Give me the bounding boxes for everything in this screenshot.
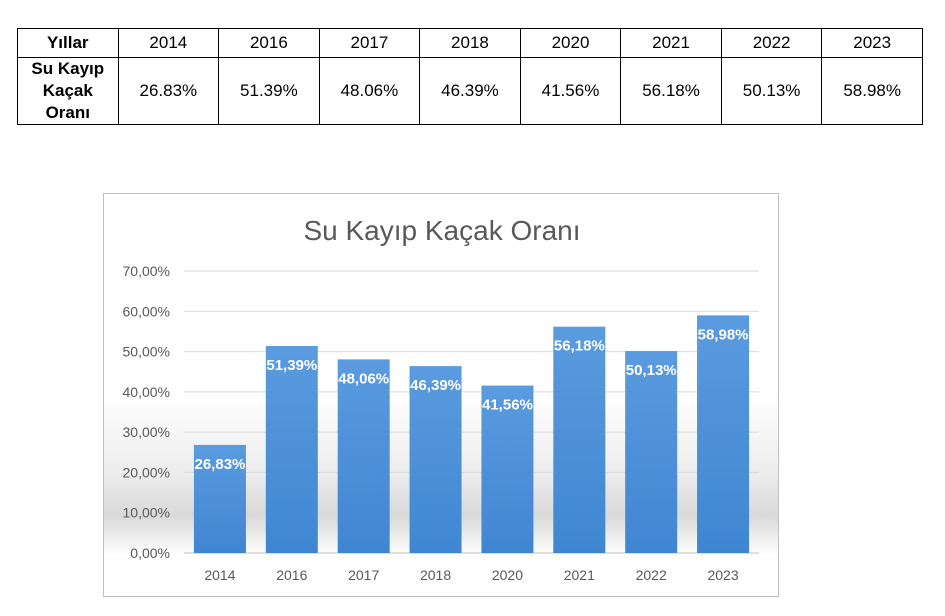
y-tick-label: 50,00% [123,344,170,360]
value-cell: 58.98% [821,57,923,125]
value-cell: 26.83% [117,57,220,125]
y-tick-label: 10,00% [123,505,170,521]
row-label-cell: Su Kayıp Kaçak Oranı [17,57,119,125]
table-header-row: Yıllar 2014 2016 2017 2018 2020 2021 202… [17,28,923,58]
bar [337,359,390,553]
chart-frame: Su Kayıp Kaçak Oranı 0,00% 10,00% 20,00% 30… [103,193,779,597]
x-tick-label: 2020 [492,567,523,583]
data-label: 58,98% [698,326,749,343]
bar [265,345,318,553]
bar [193,444,246,553]
x-tick-label: 2018 [420,567,451,583]
value-cell: 46.39% [419,57,521,125]
x-tick-label: 2022 [636,567,667,583]
chart-title: Su Kayıp Kaçak Oranı [303,215,580,246]
bar [625,351,678,553]
y-tick-label: 40,00% [123,384,170,400]
year-cell: 2020 [519,28,622,58]
y-tick-label: 20,00% [123,464,170,480]
bar [409,366,462,553]
data-label: 46,39% [410,377,461,394]
data-label: 41,56% [482,397,533,414]
table-value-row: Su Kayıp Kaçak Oranı 26.83% 51.39% 48.06… [17,57,923,125]
year-cell: 2021 [620,28,722,58]
y-tick-label: 70,00% [123,263,170,279]
bar-chart: Su Kayıp Kaçak Oranı 0,00% 10,00% 20,00% 30… [123,215,759,583]
x-tick-label: 2016 [276,567,307,583]
data-label: 51,39% [266,357,317,374]
value-cell: 50.13% [720,57,823,125]
year-cell: 2017 [318,28,421,58]
y-tick-label: 0,00% [130,545,170,561]
y-tick-label: 60,00% [123,303,170,319]
header-label-cell: Yıllar [17,28,119,58]
value-cell: 41.56% [519,57,622,125]
bar [481,385,534,553]
x-tick-label: 2014 [204,567,235,583]
data-label: 48,06% [338,370,389,387]
value-cell: 48.06% [318,57,421,125]
data-label: 50,13% [626,362,677,379]
year-cell: 2023 [821,28,923,58]
data-label: 56,18% [554,338,605,355]
value-cell: 56.18% [620,57,722,125]
year-cell: 2014 [117,28,220,58]
data-table: Yıllar 2014 2016 2017 2018 2020 2021 202… [17,28,923,125]
bar [553,326,606,553]
x-tick-label: 2021 [564,567,595,583]
row-label-line: Su Kayıp Kaçak [31,59,105,100]
y-tick-label: 30,00% [123,424,170,440]
x-tick-label: 2017 [348,567,379,583]
year-cell: 2018 [419,28,521,58]
x-tick-label: 2023 [707,567,738,583]
year-cell: 2022 [720,28,823,58]
value-cell: 51.39% [218,57,320,125]
bar [697,315,750,553]
data-label: 26,83% [195,456,246,473]
year-cell: 2016 [218,28,320,58]
row-label-line: Oranı [45,103,90,122]
